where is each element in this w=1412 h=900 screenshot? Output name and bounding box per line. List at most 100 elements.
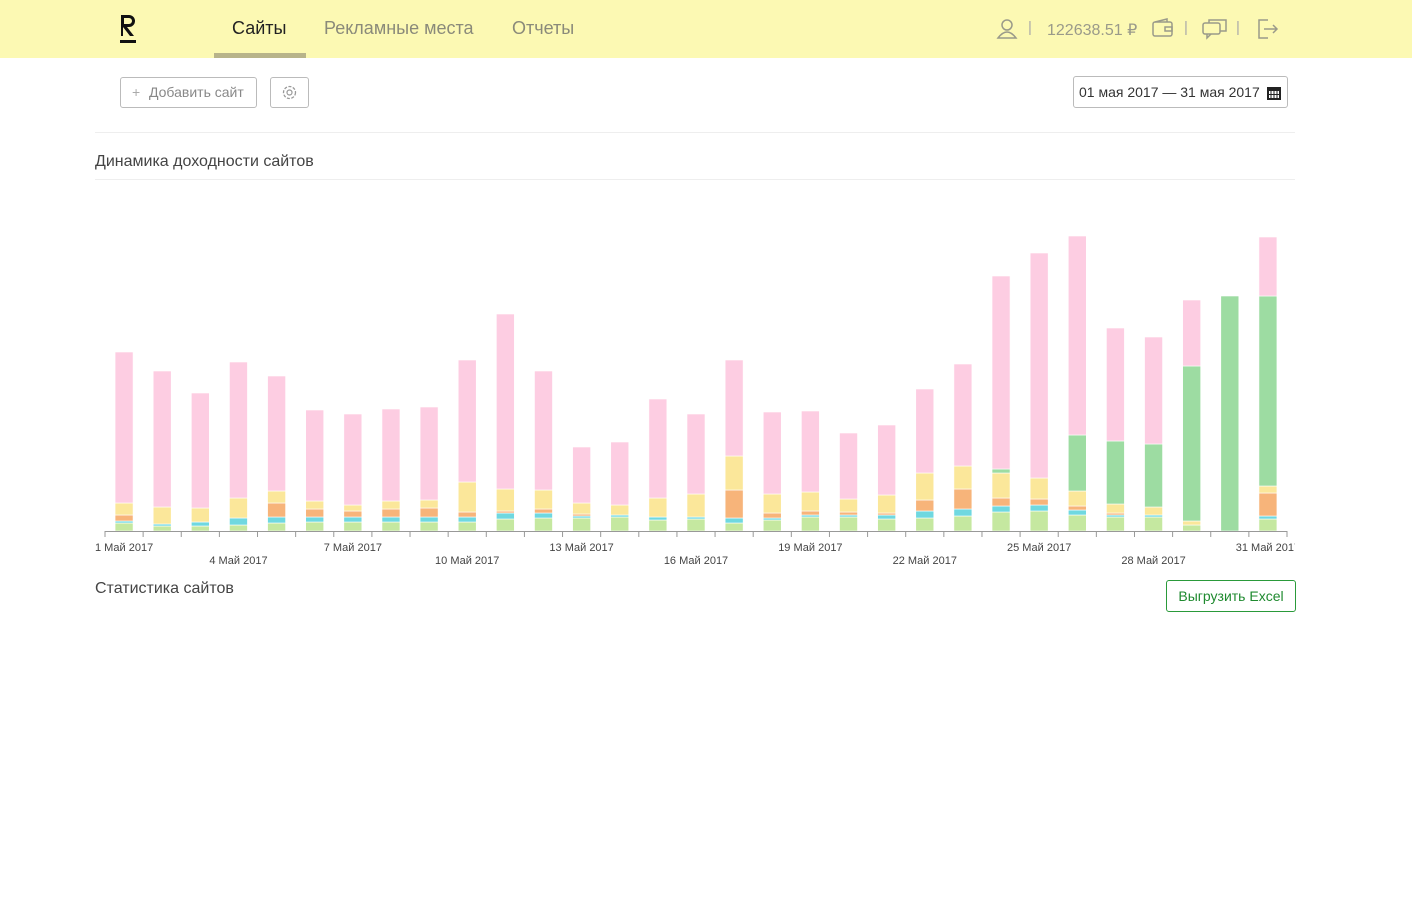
bar-segment: [1220, 295, 1240, 532]
bar-segment: [572, 446, 591, 504]
settings-button[interactable]: [270, 77, 309, 108]
tab[interactable]: Сайты: [232, 18, 287, 38]
bar-segment: [915, 517, 935, 532]
gear-icon: [282, 85, 297, 100]
bar-segment: [419, 516, 439, 523]
x-tick-label: 25 Май 2017: [1007, 542, 1071, 554]
bar-segment: [839, 511, 858, 516]
bar-segment: [610, 504, 630, 516]
add-site-button[interactable]: + Добавить сайт: [120, 77, 257, 108]
bar-segment: [229, 524, 248, 532]
bar-segment: [1067, 505, 1087, 511]
bar-segment: [229, 497, 248, 519]
separator: |: [1236, 19, 1240, 36]
bar-segment: [801, 491, 820, 512]
bar-segment: [343, 510, 363, 518]
bar-segment: [877, 514, 896, 520]
bar-segment: [877, 494, 896, 514]
bar-segment: [229, 361, 248, 499]
bar-segment: [1144, 516, 1163, 532]
x-tick-label: 19 Май 2017: [778, 542, 842, 554]
bar-segment: [457, 359, 477, 483]
bar-segment: [152, 370, 172, 508]
bar-segment: [953, 488, 973, 510]
header: Сайты Рекламные места Отчеты | 122638.51…: [0, 0, 1412, 58]
bar-segment: [457, 521, 477, 532]
bar-segment: [1106, 516, 1125, 532]
active-tab-indicator: [214, 53, 306, 58]
bar-segment: [1182, 520, 1201, 526]
bar-segment: [915, 499, 935, 512]
chart: 1 Май 2017 4 Май 2017 7 Май 2017 10 Май 201…: [95, 235, 1295, 567]
bar-segment: [1067, 434, 1087, 492]
bar-segment: [572, 502, 591, 515]
button-label: Добавить сайт: [149, 84, 244, 100]
bar-segment: [191, 392, 210, 509]
section-title: Статистика сайтов: [95, 580, 234, 597]
bar-segment: [801, 516, 820, 532]
bar-segment: [991, 511, 1011, 532]
bar-segment: [381, 521, 401, 532]
bar-segment: [1258, 485, 1278, 494]
bar-segment: [877, 518, 896, 532]
bar-segment: [419, 499, 439, 509]
bar-segment: [191, 507, 210, 523]
bar-segment: [267, 516, 286, 524]
bar-segment: [953, 508, 973, 517]
date-range-picker[interactable]: 01 мая 2017 — 31 мая 2017: [1073, 76, 1288, 108]
bar-segment: [762, 512, 782, 519]
bar-segment: [305, 508, 325, 518]
bar-segment: [152, 525, 172, 532]
bar-segment: [648, 516, 668, 521]
logout-icon[interactable]: [1256, 17, 1280, 41]
bar-segment: [457, 481, 477, 513]
messages-icon[interactable]: [1201, 17, 1229, 41]
bar-segment: [496, 313, 515, 490]
bar-segment: [991, 472, 1011, 499]
tab[interactable]: Рекламные места: [324, 18, 474, 38]
bar-segment: [610, 441, 630, 506]
bar-segment: [191, 525, 210, 532]
bar-segment: [953, 363, 973, 467]
bar-segment: [1258, 295, 1278, 487]
bar-segment: [610, 516, 630, 532]
bar-segment: [457, 511, 477, 518]
bar-segment: [686, 493, 706, 518]
bar-segment: [1106, 440, 1125, 505]
bar-segment: [762, 493, 782, 514]
bar-segment: [648, 519, 668, 532]
date-range: 01 мая 2017 — 31 мая 2017: [1079, 84, 1260, 100]
bar-segment: [381, 500, 401, 510]
bar-segment: [1067, 509, 1087, 516]
x-tick-label: 22 Май 2017: [893, 555, 957, 567]
bar-segment: [305, 500, 325, 510]
x-tick-label: 28 Май 2017: [1121, 555, 1185, 567]
divider: [95, 132, 1295, 133]
bar-segment: [305, 516, 325, 523]
bar-segment: [343, 413, 363, 506]
bar-segment: [686, 518, 706, 532]
bar-segment: [1029, 252, 1049, 479]
bar-segment: [724, 359, 744, 457]
bar-segment: [381, 516, 401, 523]
plus-icon: +: [132, 84, 141, 100]
bar-segment: [1258, 515, 1278, 520]
bar-segment: [419, 507, 439, 518]
bar-segment: [114, 514, 134, 522]
tab[interactable]: Отчеты: [512, 18, 575, 38]
profile-icon[interactable]: [996, 17, 1018, 41]
bar-segment: [572, 517, 591, 532]
bar-segment: [1106, 503, 1125, 514]
separator: |: [1028, 19, 1032, 36]
export-button[interactable]: Выгрузить Excel: [1166, 580, 1296, 612]
logo[interactable]: [118, 12, 140, 46]
bar-segment: [1106, 327, 1125, 442]
wallet-icon[interactable]: [1151, 17, 1175, 39]
section-title: Динамика доходности сайтов: [95, 153, 314, 170]
calendar-icon: [1267, 87, 1281, 100]
bar-segment: [1258, 518, 1278, 532]
bar-segment: [419, 521, 439, 532]
plot-area: 1 Май 2017 4 Май 2017 7 Май 2017 10 Май 201…: [95, 235, 1295, 567]
bar-segment: [1182, 365, 1201, 522]
